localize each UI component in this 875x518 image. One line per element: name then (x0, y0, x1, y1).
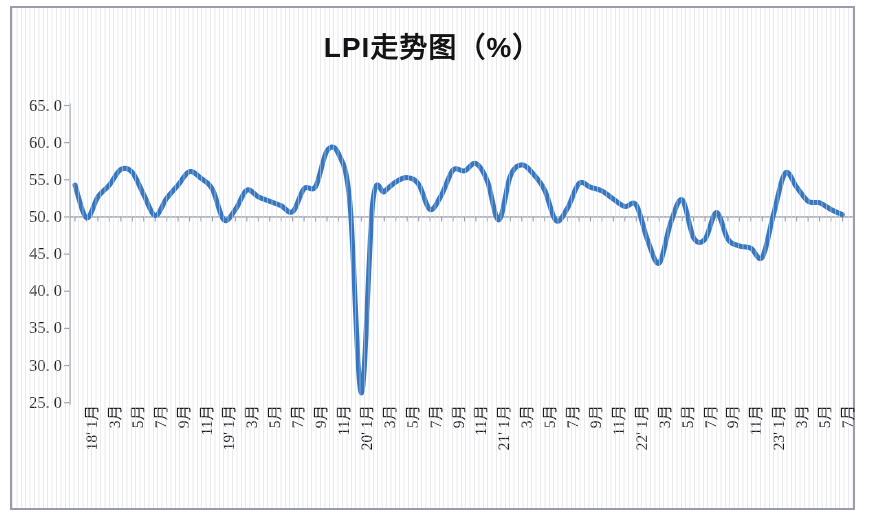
x-tick-label: 5月 (542, 405, 560, 429)
chart-title: LPI走势图（%） (323, 32, 542, 63)
x-tick-label: 3月 (656, 405, 674, 429)
x-tick-label: 3月 (106, 405, 124, 429)
y-tick-label: 30. 0 (29, 355, 62, 375)
x-tick-label: 11月 (336, 405, 353, 436)
x-tick-label: 22' 1月 (633, 405, 651, 451)
x-tick-label: 5月 (129, 405, 147, 429)
x-tick-label: 18' 1月 (84, 405, 101, 451)
x-tick-label: 5月 (817, 405, 835, 429)
x-tick-label: 19' 1月 (221, 405, 239, 451)
y-tick-label: 65. 0 (29, 95, 62, 115)
lpi-series-line (72, 144, 845, 396)
x-tick-label: 7月 (702, 405, 720, 429)
x-tick-label: 7月 (152, 405, 170, 429)
x-tick-label: 11月 (610, 405, 628, 436)
x-tick-label: 23' 1月 (771, 405, 789, 451)
y-tick-label: 35. 0 (29, 318, 62, 338)
x-tick-label: 9月 (175, 405, 193, 429)
x-tick-label: 9月 (313, 405, 331, 429)
y-tick-label: 25. 0 (29, 392, 62, 412)
x-tick-label: 9月 (450, 405, 468, 429)
x-tick-label: 21' 1月 (496, 405, 514, 451)
y-tick-label: 60. 0 (29, 132, 62, 152)
x-tick-label: 11月 (198, 405, 216, 436)
y-tick-label: 55. 0 (29, 169, 62, 189)
y-tick-label: 50. 0 (29, 206, 62, 226)
x-tick-label: 3月 (244, 405, 262, 429)
x-tick-label: 5月 (267, 405, 285, 429)
x-tick-label: 7月 (565, 405, 583, 429)
x-tick-label: 20' 1月 (358, 405, 376, 451)
chart-frame (10, 6, 855, 510)
x-tick-label: 9月 (588, 405, 606, 429)
x-tick-label: 11月 (748, 405, 766, 436)
x-tick-label: 7月 (840, 405, 858, 429)
x-tick-label: 3月 (381, 405, 399, 429)
y-tick-label: 45. 0 (29, 244, 62, 264)
x-tick-label: 3月 (519, 405, 537, 429)
x-tick-label: 3月 (794, 405, 812, 429)
x-tick-label: 5月 (404, 405, 422, 429)
x-tick-label: 5月 (679, 405, 697, 429)
x-tick-label: 11月 (473, 405, 491, 436)
x-tick-label: 7月 (427, 405, 445, 429)
x-tick-label: 9月 (725, 405, 743, 429)
y-tick-label: 40. 0 (29, 281, 62, 301)
x-tick-label: 7月 (290, 405, 308, 429)
